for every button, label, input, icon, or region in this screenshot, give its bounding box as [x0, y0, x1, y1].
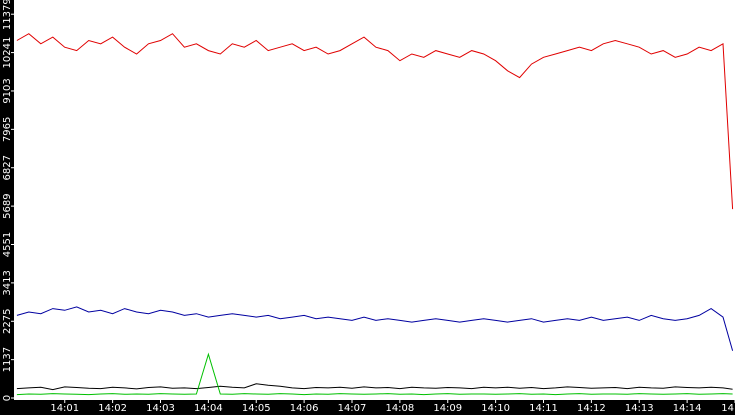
x-tick-label: 14:06 — [290, 403, 319, 414]
y-tick-label: 1137 — [2, 347, 13, 372]
x-axis-band — [0, 400, 735, 415]
x-tick-label: 14:11 — [529, 403, 558, 414]
x-tick-label: 14:13 — [625, 403, 654, 414]
y-tick-label: 4551 — [2, 232, 13, 257]
x-tick-label: 14:01 — [50, 403, 79, 414]
y-tick-label: 3413 — [2, 270, 13, 295]
x-tick-label: 14:03 — [146, 403, 175, 414]
y-axis-band — [0, 0, 14, 415]
y-tick-label: 0 — [2, 395, 13, 401]
x-tick-label: 14:14 — [673, 403, 702, 414]
y-tick-label: 7965 — [2, 117, 13, 142]
x-tick-label: 14 — [721, 403, 734, 414]
y-tick-label: 2275 — [2, 309, 13, 334]
x-tick-label: 14:10 — [481, 403, 510, 414]
y-tick-label: 11379 — [2, 0, 13, 30]
series-line — [16, 383, 733, 391]
y-tick-label: 10241 — [2, 37, 13, 69]
x-tick-label: 14:09 — [433, 403, 462, 414]
x-tick-label: 14:05 — [242, 403, 271, 414]
x-tick-label: 14:02 — [98, 403, 127, 414]
series-line — [16, 306, 734, 351]
series-line — [16, 33, 734, 210]
x-tick-label: 14:04 — [194, 403, 223, 414]
y-tick-label: 6827 — [2, 155, 13, 180]
x-tick-label: 14:08 — [385, 403, 414, 414]
x-tick-label: 14:07 — [338, 403, 367, 414]
x-tick-label: 14:12 — [577, 403, 606, 414]
y-tick-label: 9103 — [2, 78, 13, 103]
series-line — [16, 352, 733, 396]
y-tick-label: 5689 — [2, 193, 13, 218]
